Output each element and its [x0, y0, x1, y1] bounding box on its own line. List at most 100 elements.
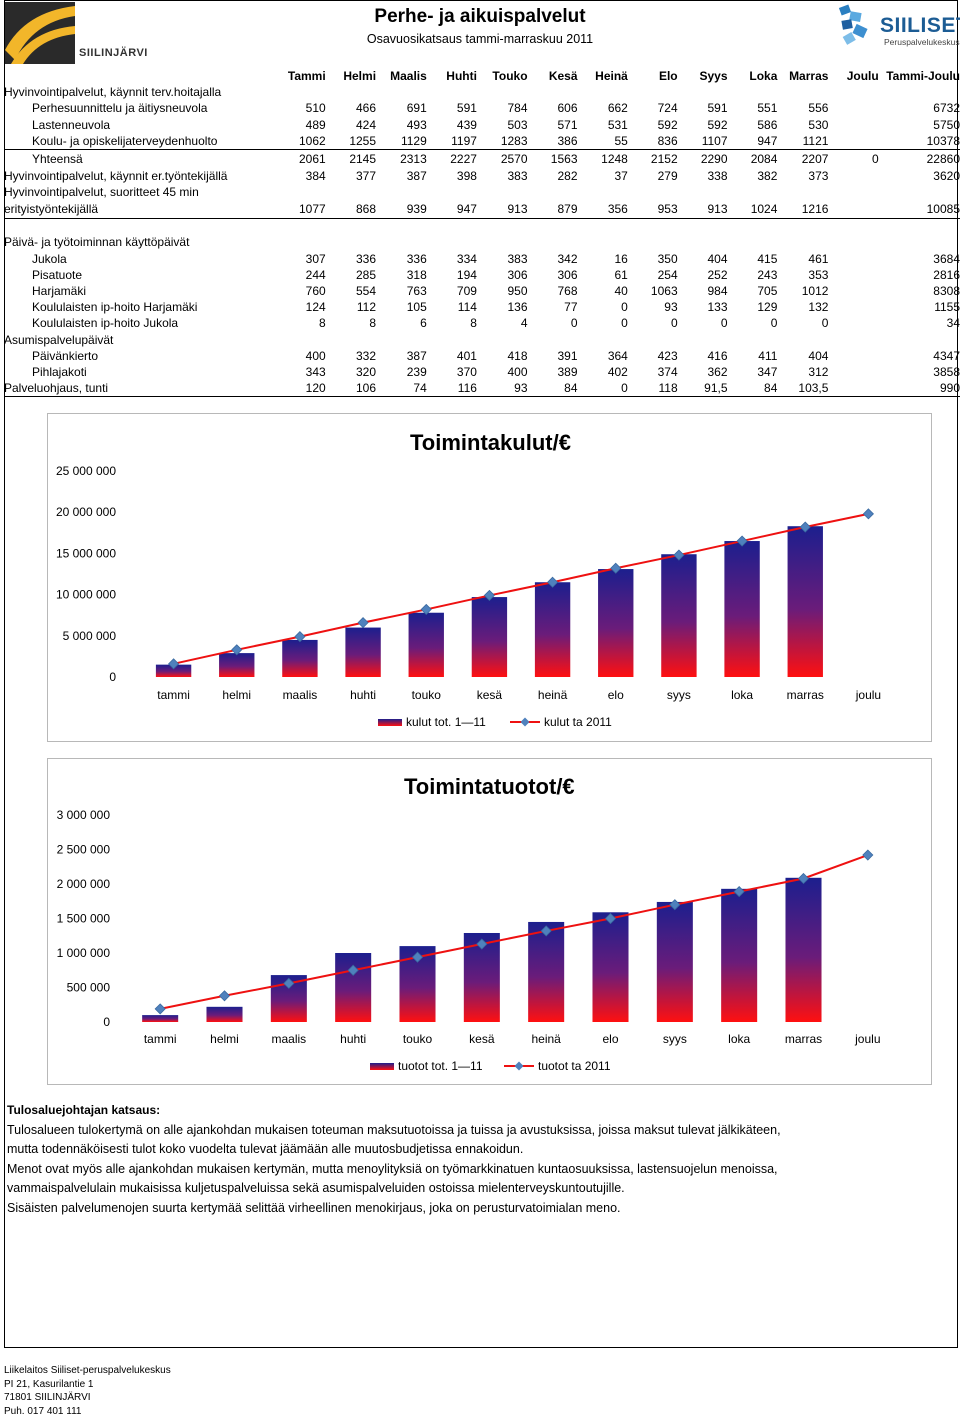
- section-row: Asumispalvelupäivät: [4, 331, 960, 347]
- x-tick-label: joulu: [855, 688, 881, 702]
- section-label: Päivä- ja työtoiminnan käyttöpäivät: [4, 235, 190, 250]
- row-value: 194: [456, 267, 477, 282]
- row-value: 362: [707, 364, 728, 379]
- x-tick-label: tammi: [144, 1032, 177, 1046]
- row-value: 2816: [933, 267, 960, 282]
- bar: [345, 627, 381, 677]
- row-value: [828, 132, 879, 150]
- row-value: 4347: [933, 348, 960, 363]
- line-point: [347, 964, 359, 976]
- row-value: 913: [476, 200, 528, 220]
- x-tick-label: huhti: [350, 688, 376, 702]
- row-value: 0: [770, 316, 778, 331]
- row-value: 418: [507, 348, 528, 363]
- row-value: 383: [507, 251, 528, 266]
- row-label: Koulu- ja opiskelijaterveydenhuolto: [4, 132, 275, 150]
- chart-toimintatuotot: Toimintatuotot/€ 0 500 000 1 000 000 1 500 0…: [47, 758, 932, 1085]
- row-value: 4: [520, 316, 528, 331]
- row-value: 0: [621, 300, 628, 315]
- row-value: [828, 251, 878, 267]
- row-value: 2084: [750, 151, 778, 166]
- legend-label: tuotot ta 2011: [538, 1059, 611, 1073]
- row-value: 1129: [376, 132, 427, 150]
- row-value: 489: [305, 117, 326, 132]
- row-value: 461: [808, 251, 829, 266]
- bar: [721, 888, 758, 1022]
- row-label: Koululaisten ip-hoito Jukola: [32, 316, 179, 331]
- legend-label: kulut tot. 1—11: [406, 715, 486, 729]
- legend-bar-swatch: [370, 1063, 394, 1070]
- bar: [471, 597, 508, 677]
- bar: [142, 1015, 179, 1022]
- row-value: [828, 100, 878, 116]
- x-tick-label: kesä: [469, 1032, 495, 1046]
- x-tick-label: maalis: [271, 1032, 306, 1046]
- row-value: 356: [577, 200, 628, 220]
- row-value: [828, 168, 878, 184]
- row-value: 1121: [777, 132, 829, 150]
- row-value: 103,5: [777, 380, 829, 398]
- row-value: 424: [356, 117, 377, 132]
- header-blank: [4, 68, 275, 84]
- row-value: 400: [507, 364, 528, 379]
- row-value: 1197: [426, 132, 477, 150]
- legend-bar-swatch: [378, 719, 402, 726]
- row-value: 22860: [926, 151, 960, 166]
- row-value: 129: [757, 300, 778, 315]
- row-value: 953: [627, 200, 678, 220]
- y-tick-label: 0: [109, 670, 116, 684]
- row-value: 84: [527, 380, 578, 398]
- x-tick-label: marras: [785, 1032, 822, 1046]
- row-value: 279: [657, 169, 678, 184]
- table-row: Pihlajakoti 343 320 239 370 400 389 402 374 362 34…: [4, 364, 960, 380]
- line-point: [411, 951, 424, 963]
- siiliset-logo: SIILISET Peruspalvelukeskus: [838, 4, 960, 50]
- row-value: 105: [406, 300, 427, 315]
- x-tick-label: loka: [728, 1032, 750, 1046]
- column-header: Huhti: [446, 69, 477, 84]
- line-point: [357, 617, 369, 629]
- chart-toimintakulut: Toimintakulut/€ 0 5 000 000 10 000 000 15 00…: [47, 413, 932, 742]
- row-value: 947: [426, 200, 477, 220]
- row-value: 2227: [450, 151, 477, 166]
- table-row: Palveluohjaus, tunti 120 106 74 116 93 84 0 118 9…: [4, 380, 960, 398]
- notes-section: Tulosaluejohtajan katsaus: Tulosalueen t…: [7, 1101, 781, 1218]
- row-value: 554: [356, 283, 377, 298]
- row-value: [828, 348, 878, 364]
- y-tick-label: 2 000 000: [57, 877, 111, 891]
- row-value: 1063: [650, 283, 678, 298]
- table-row: Perhesuunnittelu ja äitiysneuvola 510 466 6…: [4, 100, 960, 116]
- row-value: 402: [607, 364, 628, 379]
- row-value: 784: [507, 101, 528, 116]
- bar: [408, 612, 444, 677]
- row-value: 2145: [349, 151, 377, 166]
- footer-line: 71801 SIILINJÄRVI: [4, 1392, 91, 1403]
- row-value: 1107: [677, 132, 728, 150]
- bar: [206, 1006, 243, 1022]
- row-value: 383: [507, 169, 528, 184]
- row-value: 384: [305, 169, 326, 184]
- row-value: 556: [808, 101, 829, 116]
- chart-toimintatuotot-plot: Toimintatuotot/€ 0 500 000 1 000 000 1 500 0…: [57, 774, 881, 1073]
- row-value: 391: [557, 348, 578, 363]
- row-value: 2290: [700, 151, 728, 166]
- row-value: 387: [406, 169, 427, 184]
- row-value: 763: [406, 283, 427, 298]
- column-header: Elo: [658, 69, 678, 84]
- row-value: [828, 380, 879, 398]
- row-value: 510: [305, 101, 326, 116]
- x-tick-label: heinä: [531, 1032, 561, 1046]
- chart-title: Toimintatuotot/€: [404, 774, 575, 799]
- row-label: erityistyöntekijällä: [4, 200, 275, 220]
- bar: [724, 541, 760, 677]
- x-tick-label: elo: [602, 1032, 618, 1046]
- line-point: [669, 899, 681, 911]
- row-value: 332: [356, 348, 377, 363]
- table-row: Koululaisten ip-hoito Harjamäki 124 112 105…: [4, 299, 960, 315]
- row-value: 374: [657, 364, 678, 379]
- line-point: [231, 644, 243, 656]
- row-label: Koululaisten ip-hoito Harjamäki: [32, 300, 198, 315]
- x-tick-label: loka: [731, 688, 753, 702]
- column-header: Loka: [749, 69, 778, 84]
- row-value: 320: [356, 364, 377, 379]
